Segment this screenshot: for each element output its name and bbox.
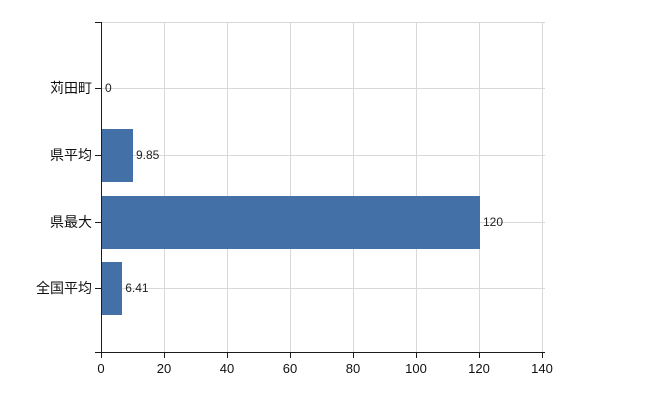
value-label-0: 0 [105, 81, 112, 95]
x-axis-tick-60 [290, 352, 291, 358]
value-label-3: 6.41 [125, 281, 149, 295]
gridline-x-60 [290, 22, 291, 352]
gridline-x-120 [479, 22, 480, 352]
y-axis-tick-0 [95, 22, 101, 23]
y-axis-tick-4 [95, 288, 101, 289]
x-axis-tick-120 [479, 352, 480, 358]
x-tick-label-0: 0 [97, 361, 105, 376]
category-label-3: 全国平均 [36, 280, 92, 296]
category-label-0: 苅田町 [50, 80, 92, 96]
x-tick-label-140: 140 [531, 361, 553, 376]
x-axis-tick-100 [416, 352, 417, 358]
gridline-top [101, 22, 545, 23]
x-axis-tick-20 [164, 352, 165, 358]
gridline-row-0 [101, 88, 545, 89]
gridline-row-3 [101, 288, 545, 289]
value-label-1: 9.85 [136, 148, 160, 162]
x-tick-label-40: 40 [219, 361, 235, 376]
gridline-x-80 [353, 22, 354, 352]
category-label-1: 県平均 [50, 147, 92, 163]
gridline-x-20 [164, 22, 165, 352]
x-axis-line [101, 352, 545, 353]
x-axis-tick-140 [542, 352, 543, 358]
x-axis-tick-40 [227, 352, 228, 358]
category-label-2: 県最大 [50, 214, 92, 230]
x-axis-tick-80 [353, 352, 354, 358]
gridline-x-40 [227, 22, 228, 352]
x-tick-label-100: 100 [405, 361, 427, 376]
y-axis-line [101, 22, 102, 352]
x-tick-label-20: 20 [156, 361, 172, 376]
bar-県最大 [102, 195, 480, 249]
y-axis-tick-2 [95, 155, 101, 156]
gridline-x-100 [416, 22, 417, 352]
y-axis-tick-3 [95, 222, 101, 223]
gridline-x-140 [542, 22, 543, 352]
x-tick-label-120: 120 [468, 361, 490, 376]
gridline-row-1 [101, 155, 545, 156]
y-axis-tick-1 [95, 88, 101, 89]
y-axis-tick-5 [95, 352, 101, 353]
value-label-2: 120 [483, 215, 504, 229]
x-axis-tick-0 [101, 352, 102, 358]
bar-全国平均 [102, 261, 123, 315]
x-tick-label-80: 80 [345, 361, 361, 376]
bar-県平均 [102, 128, 133, 182]
x-tick-label-60: 60 [282, 361, 298, 376]
